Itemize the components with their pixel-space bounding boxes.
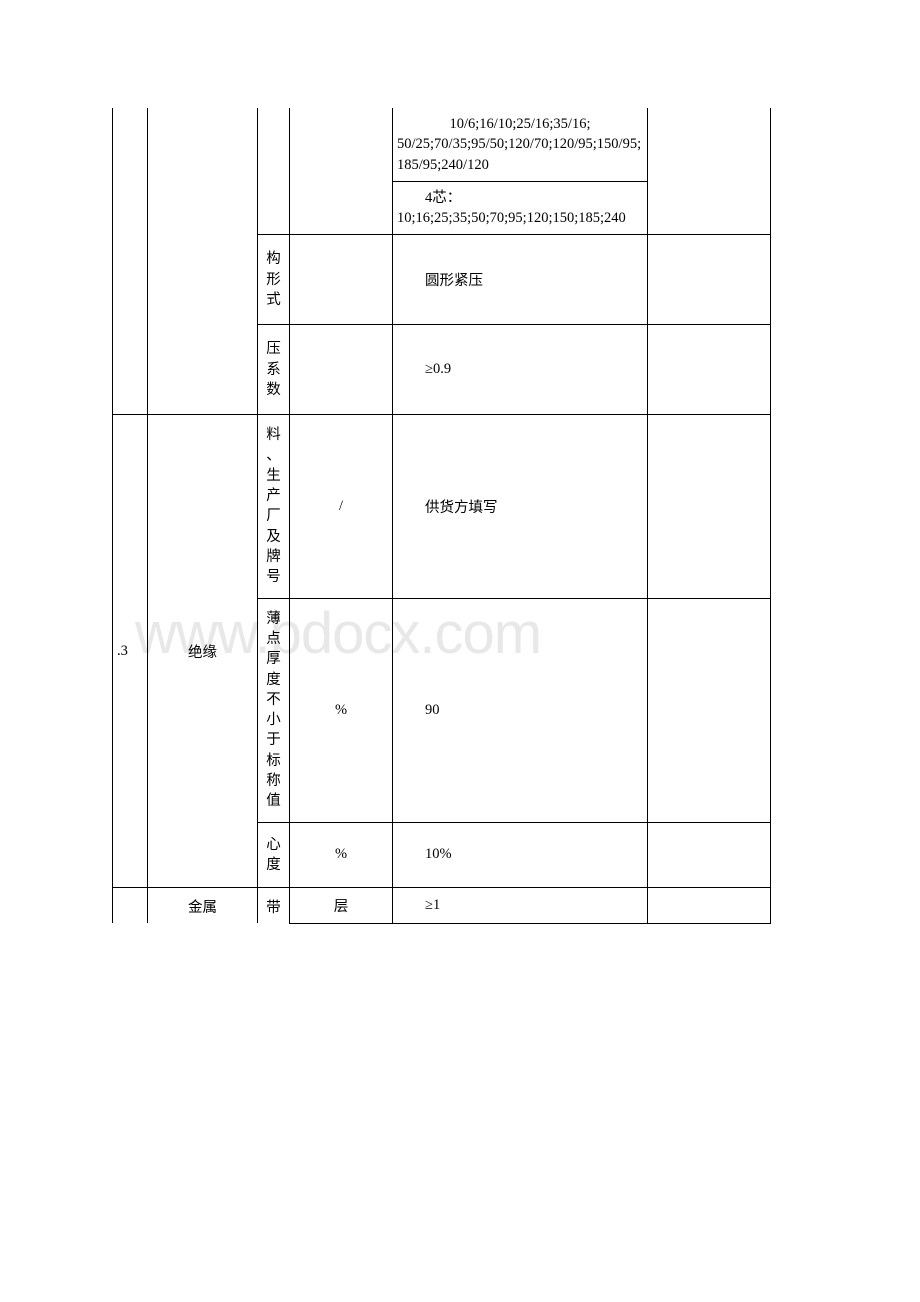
unit-text: % (335, 702, 347, 718)
vchar: 度 (262, 670, 285, 690)
cell-subcat (258, 108, 290, 235)
table-row: 10/6;16/10;25/16;35/16; 50/25;70/35;95/5… (113, 108, 771, 181)
spec-text: 10/6;16/10;25/16;35/16; (450, 116, 591, 132)
vchar: 数 (262, 380, 285, 400)
spec-text: 50/25;70/35;95/50;120/70;120/95;150/95;1… (397, 136, 641, 172)
cell-remark (648, 108, 771, 235)
vchar: 构 (262, 249, 285, 269)
vchar: 度 (262, 855, 285, 875)
cell-index: .3 (113, 415, 148, 888)
vchar: 不 (262, 690, 285, 710)
cell-spec-3core: 10/6;16/10;25/16;35/16; 50/25;70/35;95/5… (393, 108, 648, 181)
vchar: 带 (266, 900, 281, 916)
cell-unit (290, 325, 393, 415)
cell-unit: 层 (290, 888, 393, 924)
cell-remark (648, 235, 771, 325)
vchar: 薄 (262, 609, 285, 629)
category-text: 绝缘 (188, 645, 217, 661)
vchar: 厂 (262, 506, 285, 526)
cell-concentricity: 心 度 (258, 822, 290, 888)
vchar: 标 (262, 751, 285, 771)
cell-value: 圆形紧压 (393, 235, 648, 325)
vchar: 心 (262, 835, 285, 855)
cell-unit: / (290, 415, 393, 598)
cell-remark (648, 888, 771, 924)
cell-remark (648, 822, 771, 888)
cell-unit (290, 108, 393, 235)
cell-index (113, 108, 148, 415)
cell-category: 绝缘 (148, 415, 258, 888)
vchar: 小 (262, 710, 285, 730)
cell-index (113, 888, 148, 924)
value-text: 90 (425, 702, 440, 718)
unit-text: / (339, 498, 343, 514)
value-text: ≥1 (425, 897, 440, 913)
unit-text: % (335, 846, 347, 862)
cell-spec-4core: 4芯： 10;16;25;35;50;70;95;120;150;185;240 (393, 181, 648, 235)
spec-table-container: 10/6;16/10;25/16;35/16; 50/25;70/35;95/5… (112, 108, 770, 924)
spec-table: 10/6;16/10;25/16;35/16; 50/25;70/35;95/5… (112, 108, 771, 924)
cell-value: 10% (393, 822, 648, 888)
vchar: 称 (262, 771, 285, 791)
value-text: 圆形紧压 (425, 273, 483, 289)
vchar: 牌 (262, 547, 285, 567)
vchar: 点 (262, 629, 285, 649)
table-row: 金属 带 层 ≥1 (113, 888, 771, 924)
cell-remark (648, 598, 771, 822)
cell-unit: % (290, 822, 393, 888)
unit-text: 层 (334, 899, 349, 915)
vchar: 系 (262, 360, 285, 380)
cell-unit: % (290, 598, 393, 822)
spec-values: 10;16;25;35;50;70;95;120;150;185;240 (397, 210, 626, 226)
cell-thin-thickness: 薄 点 厚 度 不 小 于 标 称 值 (258, 598, 290, 822)
cell-remark (648, 325, 771, 415)
cell-value: 供货方填写 (393, 415, 648, 598)
value-text: 10% (425, 846, 452, 862)
category-text: 金属 (188, 900, 217, 916)
vchar: 及 (262, 527, 285, 547)
table-row: .3 绝缘 料 、 生 产 厂 及 牌 号 / 供货方填写 (113, 415, 771, 598)
vchar: 料 (262, 425, 285, 445)
cell-structure-form: 构 形 式 (258, 235, 290, 325)
cell-remark (648, 415, 771, 598)
vchar: 厚 (262, 649, 285, 669)
cell-value: 90 (393, 598, 648, 822)
vchar: 、 (262, 446, 285, 466)
vchar: 值 (262, 791, 285, 811)
vchar: 压 (262, 339, 285, 359)
cell-tape: 带 (258, 888, 290, 924)
cell-unit (290, 235, 393, 325)
cell-press-coef: 压 系 数 (258, 325, 290, 415)
vchar: 号 (262, 567, 285, 587)
cell-category: 金属 (148, 888, 258, 924)
cell-category (148, 108, 258, 415)
cell-material: 料 、 生 产 厂 及 牌 号 (258, 415, 290, 598)
vchar: 式 (262, 290, 285, 310)
index-text: .3 (117, 643, 128, 659)
vchar: 生 (262, 466, 285, 486)
value-text: 供货方填写 (425, 500, 498, 516)
value-text: ≥0.9 (425, 361, 451, 377)
vchar: 产 (262, 486, 285, 506)
vchar: 形 (262, 270, 285, 290)
cell-value: ≥0.9 (393, 325, 648, 415)
cell-value: ≥1 (393, 888, 648, 924)
spec-header: 4芯： (425, 190, 461, 206)
vchar: 于 (262, 730, 285, 750)
